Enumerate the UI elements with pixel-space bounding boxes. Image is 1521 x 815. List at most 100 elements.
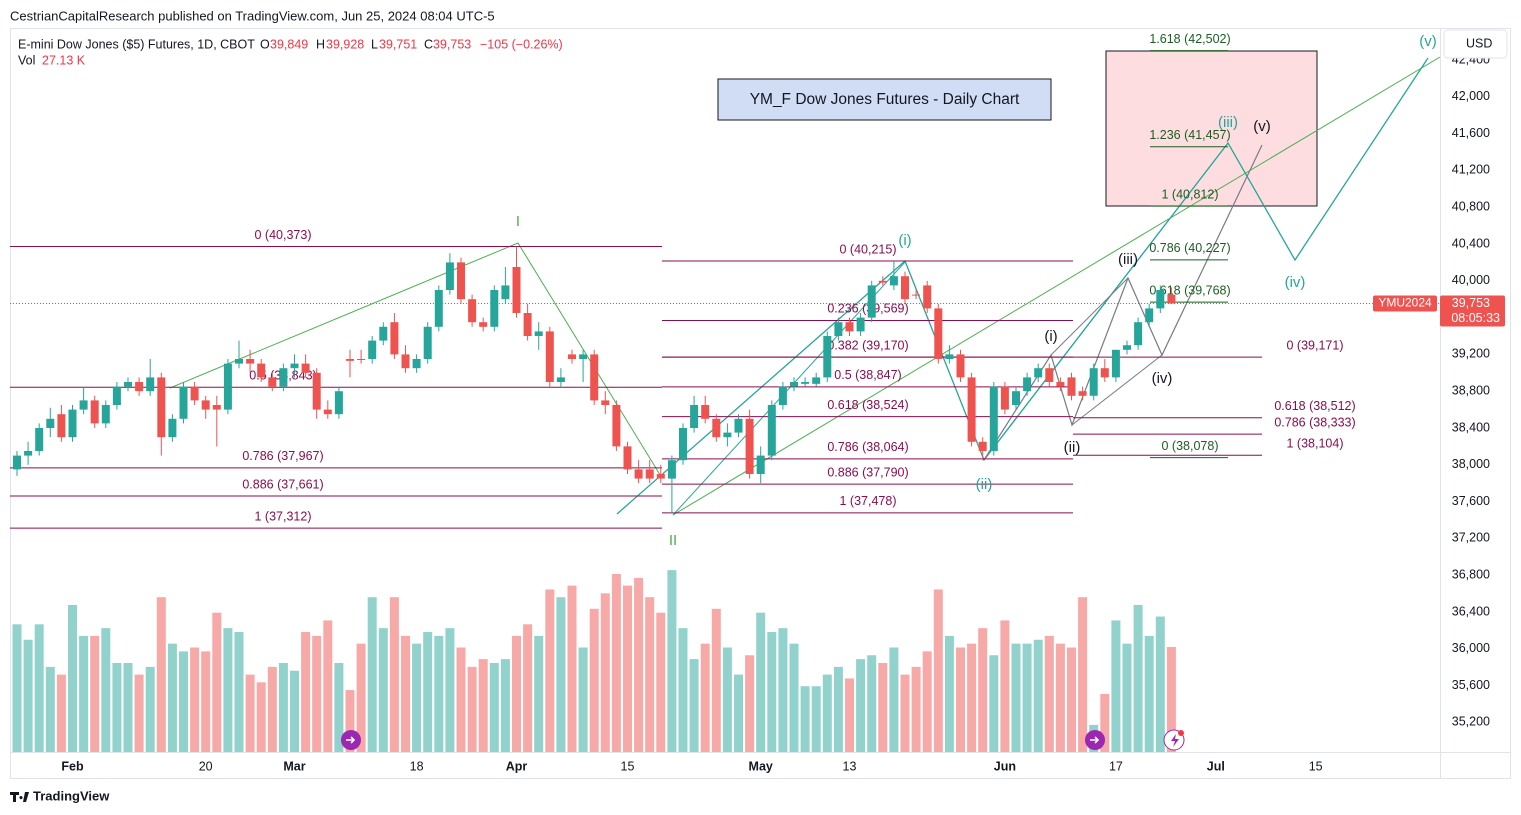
candle-body	[423, 326, 432, 359]
fib-label: 0 (40,215)	[840, 242, 897, 256]
volume-bar	[667, 570, 677, 752]
candle-body	[1000, 386, 1009, 410]
candle-body	[1134, 322, 1143, 346]
volume-bar	[478, 659, 488, 752]
candle-body	[501, 285, 510, 300]
volume-bar	[256, 682, 266, 752]
currency-button[interactable]	[1443, 29, 1508, 59]
y-tick-label: 38,400	[1452, 420, 1490, 434]
brand: TradingView	[10, 788, 110, 803]
y-tick-label: 38,000	[1452, 457, 1490, 471]
volume-bar	[523, 624, 533, 752]
candle-body	[1078, 391, 1087, 396]
candle-body	[623, 446, 632, 470]
chart-title: YM_F Dow Jones Futures - Daily Chart	[750, 91, 1020, 108]
volume-bar	[1033, 639, 1043, 752]
candle-body	[112, 386, 121, 405]
x-tick-label: 20	[199, 759, 213, 773]
volume-bar	[134, 674, 144, 752]
volume-bar	[956, 647, 965, 752]
volume-bar	[23, 639, 33, 752]
candle-body	[1167, 294, 1176, 304]
volume-bar	[356, 643, 366, 752]
volume-bar	[900, 674, 910, 752]
wave-label: (i)	[898, 232, 911, 249]
fib-label: 1 (38,104)	[1287, 437, 1344, 451]
candle-body	[24, 450, 33, 456]
candle-body	[612, 404, 621, 447]
volume-bar	[456, 647, 466, 752]
volume-bar	[689, 659, 699, 752]
ohlc-key: H	[316, 37, 325, 51]
candle-body	[934, 308, 943, 359]
fib-label: 0.786 (38,064)	[827, 440, 908, 454]
volume-bar	[1111, 620, 1121, 752]
candle-body	[845, 322, 854, 332]
ohlc-value: 39,751	[379, 37, 417, 51]
ohlc-value: 39,928	[326, 37, 364, 51]
x-tick-label: 15	[621, 759, 635, 773]
candle-body	[179, 386, 188, 419]
fib-label: 0.786 (40,227)	[1149, 241, 1230, 255]
volume-bar	[1011, 643, 1021, 752]
fib-label: 0.886 (37,790)	[827, 465, 908, 479]
ohlc-value: 39,849	[270, 37, 308, 51]
volume-bar	[190, 647, 200, 752]
volume-bar	[845, 678, 854, 752]
candle-body	[512, 267, 521, 314]
candle-body	[656, 473, 665, 479]
candle-body	[235, 358, 243, 364]
wave-label: (iv)	[1152, 370, 1173, 387]
fib-label: 1.236 (41,457)	[1149, 128, 1230, 142]
volume-bar	[301, 632, 311, 752]
volume-bar	[889, 647, 899, 752]
trend-line	[672, 56, 1441, 516]
volume-pane	[12, 570, 1176, 752]
volume-bar	[367, 597, 377, 752]
candle-body	[901, 276, 909, 300]
volume-bar	[756, 612, 766, 752]
volume-bar	[711, 608, 721, 752]
currency[interactable]: USD	[1466, 36, 1492, 50]
candle-body	[490, 290, 499, 327]
candle-body	[923, 285, 932, 309]
x-tick-label: May	[749, 759, 773, 773]
volume-name: Vol	[18, 53, 35, 67]
y-tick-label: 37,200	[1452, 531, 1490, 545]
candle-body	[579, 354, 588, 359]
wave-label: (ii)	[976, 476, 993, 493]
candle-body	[1089, 368, 1098, 396]
volume-bar	[123, 662, 133, 752]
target-box	[1105, 50, 1318, 207]
volume-bar	[589, 608, 599, 752]
volume-bar	[434, 635, 444, 752]
volume-bar	[867, 655, 877, 752]
volume-bar	[778, 628, 788, 752]
candle-body	[46, 418, 55, 428]
volume-bar	[489, 662, 499, 752]
volume-bar	[1022, 643, 1032, 752]
volume-bar	[1067, 647, 1076, 752]
candle-body	[68, 409, 77, 438]
candle-body	[1023, 377, 1032, 392]
candle-body	[35, 427, 44, 451]
y-tick-label: 40,000	[1452, 273, 1490, 287]
volume-bar	[1044, 635, 1054, 752]
candle-body	[778, 386, 787, 405]
volume-bar	[12, 624, 22, 752]
candle-body	[257, 363, 266, 378]
volume-bar	[634, 577, 644, 752]
volume-bar	[922, 651, 932, 752]
candle-body	[146, 377, 155, 392]
candle-body	[190, 386, 199, 401]
candle-body	[556, 377, 565, 382]
candle-body	[201, 400, 210, 410]
candle-body	[390, 322, 399, 355]
candle-body	[1067, 377, 1076, 396]
candle-body	[212, 404, 221, 410]
y-tick-label: 37,600	[1452, 494, 1490, 508]
volume-bar	[323, 620, 333, 752]
volume-bar	[856, 659, 866, 752]
y-tick-label: 42,000	[1452, 89, 1490, 103]
